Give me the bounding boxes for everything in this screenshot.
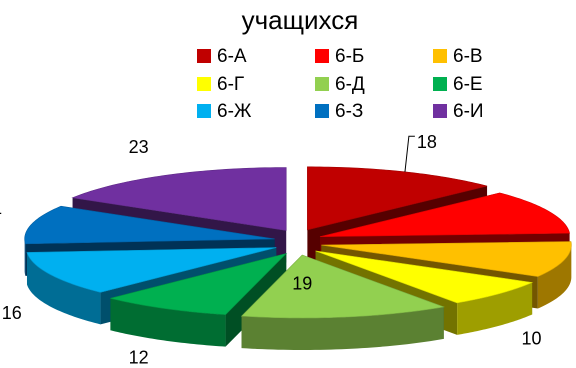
legend-label: 6-З [335,101,363,122]
legend-item-6-в: 6-В [433,46,483,67]
slice-outer-wall [457,282,533,335]
legend-item-6-д: 6-Д [315,74,365,95]
legend-item-6-а: 6-А [197,46,247,67]
legend-swatch [433,104,447,118]
data-label-6-и: 23 [129,137,149,157]
legend-label: 6-Ж [217,101,252,122]
data-label-6-г: 10 [522,329,542,349]
data-label-6-д: 19 [292,273,312,293]
legend-label: 6-Б [335,46,364,67]
leader-line [404,135,415,172]
slice-top [319,192,570,238]
slice-outer-wall [24,238,26,276]
slice-top [321,241,572,277]
data-labels: 181613101912161423 [0,132,542,368]
legend-swatch [197,104,211,118]
slice-top [240,254,445,319]
legend-swatch [315,49,329,63]
data-label-6-е: 12 [129,348,149,368]
chart-title-text: учащихся [242,5,359,35]
slice-outer-wall [26,252,101,325]
slice-6-е [110,252,288,347]
legend-label: 6-Е [453,74,483,95]
legend-item-6-ж: 6-Ж [197,101,252,122]
data-label-6-а: 18 [417,132,437,152]
legend-label: 6-И [453,101,484,122]
legend-item-6-и: 6-И [433,101,484,122]
slice-top [24,205,275,245]
legend-swatch [197,77,211,91]
legend-swatch [433,49,447,63]
data-label-6-з: 14 [0,201,2,221]
chart-legend: 6-А 6-Б 6-В 6-Г 6-Д 6-Е 6-Ж 6-З 6-И [197,46,484,122]
legend-swatch [433,77,447,91]
pie-slices [24,166,572,350]
legend-label: 6-Г [217,74,244,95]
slice-6-д [240,254,445,350]
legend-item-6-е: 6-Е [433,74,483,95]
legend-label: 6-Д [335,74,365,95]
legend-item-6-з: 6-З [315,101,363,122]
legend-item-6-г: 6-Г [197,74,244,95]
chart-title: учащихся [242,5,359,35]
slice-top [26,247,277,293]
data-label-6-ж: 16 [2,303,22,323]
slice-outer-wall [110,298,226,347]
slice-outer-wall [241,306,444,350]
legend-label: 6-А [217,46,247,67]
legend-swatch [315,104,329,118]
legend-item-6-б: 6-Б [315,46,364,67]
leader-lines [404,135,415,172]
legend-swatch [315,77,329,91]
slice-top [315,250,534,304]
slice-outer-wall [537,245,572,309]
legend-swatch [197,49,211,63]
slice-top [110,252,288,315]
slice-top [71,167,287,231]
legend-label: 6-В [453,46,483,67]
